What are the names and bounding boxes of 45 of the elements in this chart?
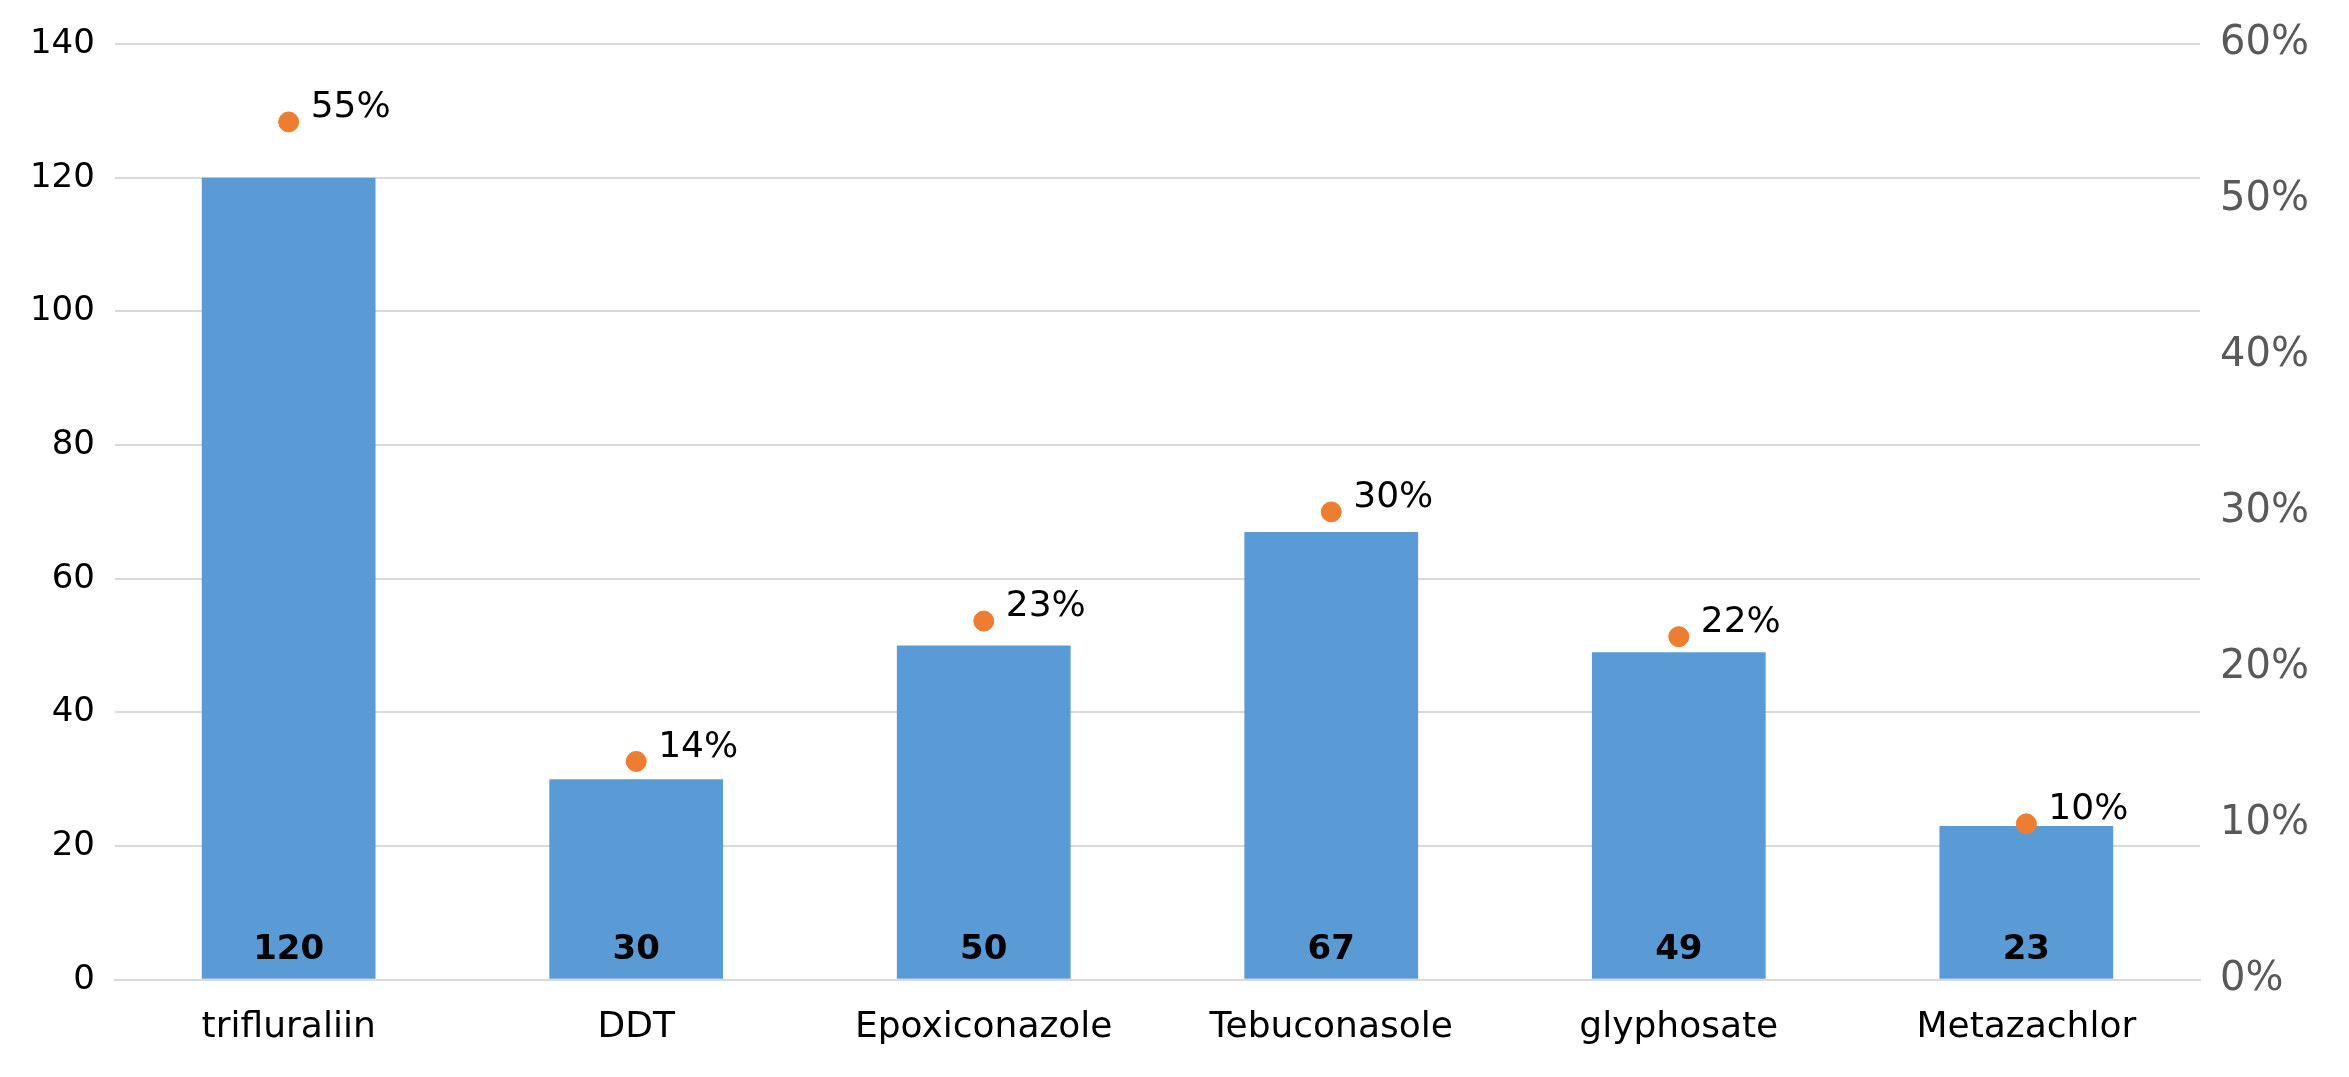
point bbox=[973, 610, 995, 632]
y2-tick-label: 60% bbox=[2220, 17, 2309, 64]
x-tick-label: trifluraliin bbox=[201, 1003, 376, 1045]
x-tick-label: Tebuconasole bbox=[1208, 1003, 1453, 1045]
data-label: 14% bbox=[658, 723, 739, 765]
y-tick-label: 120 bbox=[29, 154, 95, 195]
y2-tick-label: 40% bbox=[2220, 329, 2309, 376]
data-label: 120 bbox=[253, 926, 325, 967]
y2-tick-label: 20% bbox=[2220, 641, 2309, 688]
bar bbox=[201, 177, 376, 979]
y2-tick-label: 10% bbox=[2220, 797, 2309, 844]
y2-tick-label: 50% bbox=[2220, 173, 2309, 220]
data-label: 23 bbox=[2002, 926, 2050, 967]
bar bbox=[1939, 826, 2114, 979]
data-label: 50 bbox=[960, 926, 1008, 967]
bar bbox=[1591, 652, 1766, 979]
data-label: 23% bbox=[1005, 583, 1086, 625]
y2-tick-label: 30% bbox=[2220, 485, 2309, 532]
y-tick-label: 40 bbox=[51, 689, 95, 730]
data-label: 30 bbox=[612, 926, 660, 967]
y2-tick-label: 0% bbox=[2220, 953, 2284, 1000]
x-tick-label: DDT bbox=[597, 1003, 676, 1045]
data-label: 55% bbox=[310, 84, 391, 126]
data-label: 10% bbox=[2048, 786, 2129, 828]
point bbox=[1320, 501, 1342, 523]
data-label: 49 bbox=[1655, 926, 1703, 967]
data-label: 22% bbox=[1700, 599, 1781, 641]
y-tick-label: 140 bbox=[29, 20, 95, 61]
x-tick-label: glyphosate bbox=[1579, 1003, 1779, 1045]
point bbox=[278, 111, 300, 133]
y-tick-label: 20 bbox=[51, 822, 95, 863]
bar bbox=[1244, 531, 1419, 979]
y-tick-label: 80 bbox=[51, 421, 95, 462]
point bbox=[1668, 626, 1690, 648]
bar bbox=[549, 779, 724, 979]
data-label: 30% bbox=[1353, 474, 1434, 516]
bar bbox=[896, 645, 1071, 979]
y-tick-label: 0 bbox=[73, 956, 95, 997]
x-tick-label: Epoxiconazole bbox=[854, 1003, 1113, 1045]
data-label: 67 bbox=[1307, 926, 1355, 967]
x-tick-label: Metazachlor bbox=[1916, 1003, 2137, 1045]
point bbox=[2015, 813, 2037, 835]
y-tick-label: 100 bbox=[29, 288, 95, 329]
y-tick-label: 60 bbox=[51, 555, 95, 596]
point bbox=[625, 750, 647, 772]
